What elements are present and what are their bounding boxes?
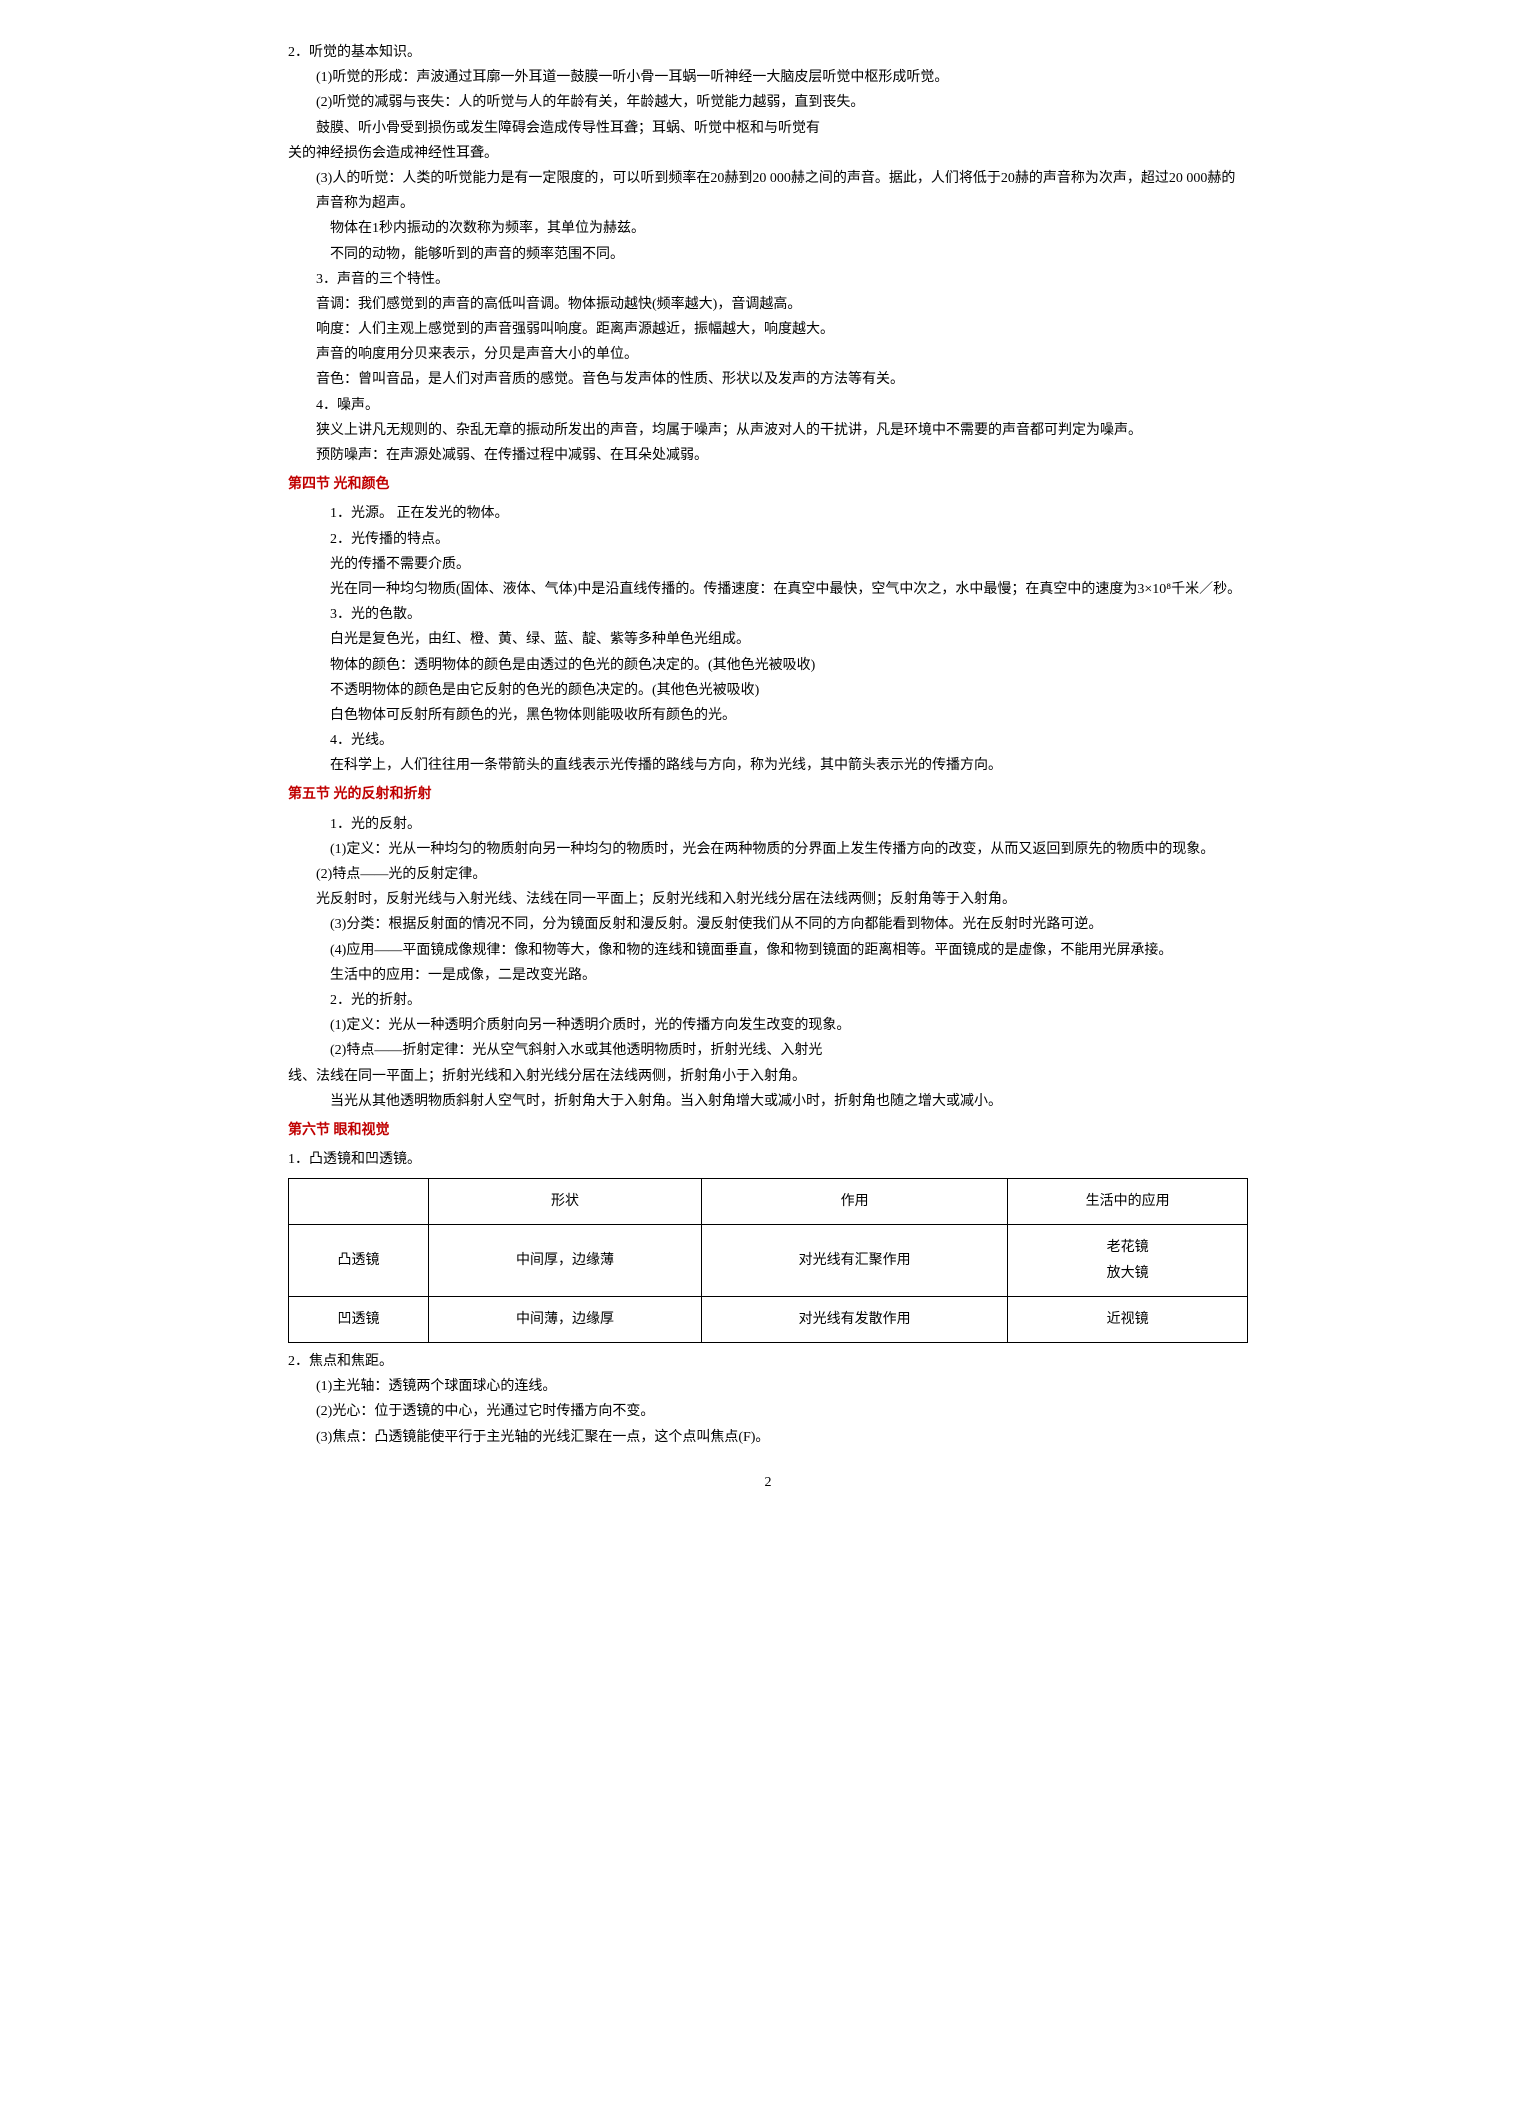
section-title-5: 第五节 光的反射和折射 bbox=[288, 782, 1248, 807]
table-cell: 凸透镜 bbox=[289, 1225, 429, 1296]
text: 生活中的应用：一是成像，二是改变光路。 bbox=[288, 963, 1248, 988]
text: (1)定义：光从一种透明介质射向另一种透明介质时，光的传播方向发生改变的现象。 bbox=[288, 1013, 1248, 1038]
text: 1．光源。 正在发光的物体。 bbox=[288, 501, 1248, 526]
text: 在科学上，人们往往用一条带箭头的直线表示光传播的路线与方向，称为光线，其中箭头表… bbox=[288, 753, 1248, 778]
text: (3)人的听觉：人类的听觉能力是有一定限度的，可以听到频率在20赫到20 000… bbox=[288, 166, 1248, 216]
text: (2)特点——光的反射定律。 bbox=[288, 862, 1248, 887]
text: 物体的颜色：透明物体的颜色是由透过的色光的颜色决定的。(其他色光被吸收) bbox=[288, 653, 1248, 678]
table-header bbox=[289, 1179, 429, 1225]
text: 当光从其他透明物质斜射人空气时，折射角大于入射角。当入射角增大或减小时，折射角也… bbox=[288, 1089, 1248, 1114]
text: 白色物体可反射所有颜色的光，黑色物体则能吸收所有颜色的光。 bbox=[288, 703, 1248, 728]
text: 2．焦点和焦距。 bbox=[288, 1349, 1248, 1374]
text: 光在同一种均匀物质(固体、液体、气体)中是沿直线传播的。传播速度：在真空中最快，… bbox=[288, 577, 1248, 602]
table-cell: 老花镜 放大镜 bbox=[1008, 1225, 1248, 1296]
table-row: 凸透镜 中间厚，边缘薄 对光线有汇聚作用 老花镜 放大镜 bbox=[289, 1225, 1248, 1296]
table-cell: 对光线有汇聚作用 bbox=[702, 1225, 1008, 1296]
text: (4)应用——平面镜成像规律：像和物等大，像和物的连线和镜面垂直，像和物到镜面的… bbox=[288, 938, 1248, 963]
table-row: 凹透镜 中间薄，边缘厚 对光线有发散作用 近视镜 bbox=[289, 1296, 1248, 1342]
text: 2．光传播的特点。 bbox=[288, 527, 1248, 552]
text: 不透明物体的颜色是由它反射的色光的颜色决定的。(其他色光被吸收) bbox=[288, 678, 1248, 703]
lens-table: 形状 作用 生活中的应用 凸透镜 中间厚，边缘薄 对光线有汇聚作用 老花镜 放大… bbox=[288, 1178, 1248, 1343]
text: (2)光心：位于透镜的中心，光通过它时传播方向不变。 bbox=[288, 1399, 1248, 1424]
table-cell: 对光线有发散作用 bbox=[702, 1296, 1008, 1342]
text: 1．光的反射。 bbox=[288, 812, 1248, 837]
text: 响度：人们主观上感觉到的声音强弱叫响度。距离声源越近，振幅越大，响度越大。 bbox=[288, 317, 1248, 342]
text: 4．光线。 bbox=[288, 728, 1248, 753]
page-number: 2 bbox=[288, 1470, 1248, 1495]
text: (3)焦点：凸透镜能使平行于主光轴的光线汇聚在一点，这个点叫焦点(F)。 bbox=[288, 1425, 1248, 1450]
text: (2)听觉的减弱与丧失：人的听觉与人的年龄有关，年龄越大，听觉能力越弱，直到丧失… bbox=[288, 90, 1248, 115]
table-header: 生活中的应用 bbox=[1008, 1179, 1248, 1225]
heading-3: 3．声音的三个特性。 bbox=[288, 267, 1248, 292]
heading-2: 2．听觉的基本知识。 bbox=[288, 40, 1248, 65]
table-cell: 近视镜 bbox=[1008, 1296, 1248, 1342]
text: 音调：我们感觉到的声音的高低叫音调。物体振动越快(频率越大)，音调越高。 bbox=[288, 292, 1248, 317]
text: (1)主光轴：透镜两个球面球心的连线。 bbox=[288, 1374, 1248, 1399]
text: 音色：曾叫音品，是人们对声音质的感觉。音色与发声体的性质、形状以及发声的方法等有… bbox=[288, 367, 1248, 392]
text: (2)特点——折射定律：光从空气斜射入水或其他透明物质时，折射光线、入射光 bbox=[288, 1038, 1248, 1063]
table-header: 形状 bbox=[429, 1179, 702, 1225]
table-header-row: 形状 作用 生活中的应用 bbox=[289, 1179, 1248, 1225]
text: (1)定义：光从一种均匀的物质射向另一种均匀的物质时，光会在两种物质的分界面上发… bbox=[288, 837, 1248, 862]
text: 关的神经损伤会造成神经性耳聋。 bbox=[288, 141, 1248, 166]
text: 鼓膜、听小骨受到损伤或发生障碍会造成传导性耳聋；耳蜗、听觉中枢和与听觉有 bbox=[288, 116, 1248, 141]
text: 线、法线在同一平面上；折射光线和入射光线分居在法线两侧，折射角小于入射角。 bbox=[288, 1064, 1248, 1089]
table-cell: 中间厚，边缘薄 bbox=[429, 1225, 702, 1296]
text: 1．凸透镜和凹透镜。 bbox=[288, 1147, 1248, 1172]
text: 光的传播不需要介质。 bbox=[288, 552, 1248, 577]
text: 光反射时，反射光线与入射光线、法线在同一平面上；反射光线和入射光线分居在法线两侧… bbox=[288, 887, 1248, 912]
text: (1)听觉的形成：声波通过耳廓一外耳道一鼓膜一听小骨一耳蜗一听神经一大脑皮层听觉… bbox=[288, 65, 1248, 90]
table-cell: 凹透镜 bbox=[289, 1296, 429, 1342]
text: 3．光的色散。 bbox=[288, 602, 1248, 627]
text: 白光是复色光，由红、橙、黄、绿、蓝、靛、紫等多种单色光组成。 bbox=[288, 627, 1248, 652]
text: 物体在1秒内振动的次数称为频率，其单位为赫兹。 bbox=[288, 216, 1248, 241]
table-header: 作用 bbox=[702, 1179, 1008, 1225]
text: 2．光的折射。 bbox=[288, 988, 1248, 1013]
text: (3)分类：根据反射面的情况不同，分为镜面反射和漫反射。漫反射使我们从不同的方向… bbox=[288, 912, 1248, 937]
text: 声音的响度用分贝来表示，分贝是声音大小的单位。 bbox=[288, 342, 1248, 367]
section-title-6: 第六节 眼和视觉 bbox=[288, 1118, 1248, 1143]
text: 狭义上讲凡无规则的、杂乱无章的振动所发出的声音，均属于噪声；从声波对人的干扰讲，… bbox=[288, 418, 1248, 443]
text: 不同的动物，能够听到的声音的频率范围不同。 bbox=[288, 242, 1248, 267]
heading-4: 4．噪声。 bbox=[288, 393, 1248, 418]
text: 预防噪声：在声源处减弱、在传播过程中减弱、在耳朵处减弱。 bbox=[288, 443, 1248, 468]
section-title-4: 第四节 光和颜色 bbox=[288, 472, 1248, 497]
table-cell: 中间薄，边缘厚 bbox=[429, 1296, 702, 1342]
